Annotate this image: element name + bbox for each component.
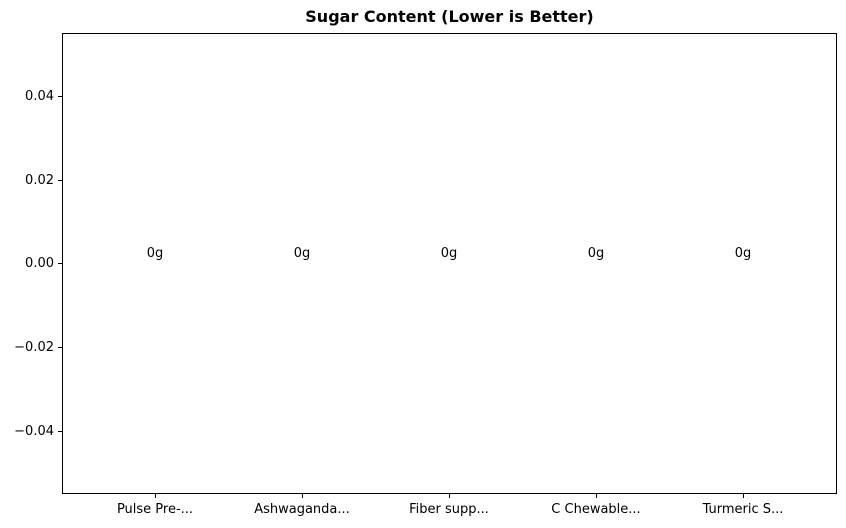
x-axis-tick-mark — [155, 494, 156, 498]
x-axis-tick-label: Fiber supp... — [409, 502, 489, 517]
bar-value-label: 0g — [146, 246, 164, 261]
chart-title: Sugar Content (Lower is Better) — [305, 7, 594, 26]
y-axis-tick-mark — [58, 263, 62, 264]
x-axis-tick-mark — [743, 494, 744, 498]
x-axis-tick-label: Ashwaganda... — [254, 502, 350, 517]
x-axis-tick-mark — [302, 494, 303, 498]
x-axis-tick-mark — [449, 494, 450, 498]
y-axis-tick-label: −0.02 — [14, 340, 54, 355]
bar-value-label: 0g — [293, 246, 311, 261]
y-axis-tick-mark — [58, 347, 62, 348]
y-axis-tick-label: 0.04 — [25, 89, 54, 104]
y-axis-tick-label: −0.04 — [14, 424, 54, 439]
x-axis-tick-label: Turmeric S... — [702, 502, 784, 517]
bar-value-label: 0g — [734, 246, 752, 261]
y-axis-tick-mark — [58, 180, 62, 181]
x-axis-tick-label: C Chewable... — [551, 502, 641, 517]
bar-value-label: 0g — [440, 246, 458, 261]
y-axis-tick-mark — [58, 96, 62, 97]
y-axis-tick-mark — [58, 431, 62, 432]
x-axis-tick-mark — [596, 494, 597, 498]
x-axis-tick-label: Pulse Pre-... — [116, 502, 194, 517]
plot-area — [62, 33, 837, 494]
y-axis-tick-label: 0.00 — [25, 256, 54, 271]
y-axis-tick-label: 0.02 — [25, 173, 54, 188]
bar-value-label: 0g — [587, 246, 605, 261]
